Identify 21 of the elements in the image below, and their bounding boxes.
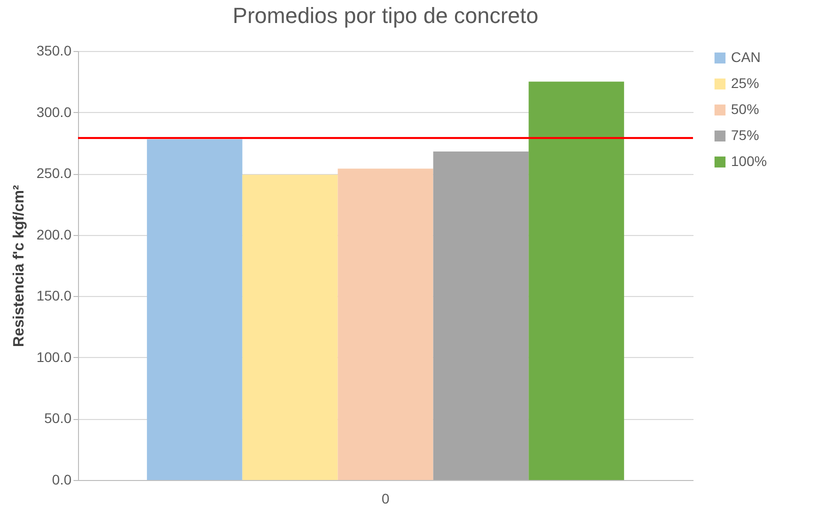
legend-label: 75%	[731, 127, 760, 143]
y-tick-label: 0.0	[52, 472, 72, 488]
legend-label: 25%	[731, 75, 760, 91]
y-tick-label: 100.0	[36, 348, 72, 365]
legend-label: CAN	[731, 49, 761, 65]
x-tick-label: 0	[382, 490, 390, 506]
y-axis-title: Resistencia f'c kgf/cm²	[10, 185, 28, 347]
y-tick-label: 250.0	[36, 165, 72, 182]
chart-title: Promedios por tipo de concreto	[232, 3, 538, 28]
bar	[338, 168, 434, 480]
y-tick-label: 200.0	[36, 226, 72, 242]
legend-label: 50%	[731, 101, 760, 117]
y-tick-label: 300.0	[36, 104, 72, 120]
y-tick-label: 150.0	[36, 288, 72, 304]
bar	[433, 152, 529, 480]
bar	[146, 139, 242, 480]
bar	[528, 82, 624, 480]
bar	[242, 174, 338, 480]
y-tick-label: 50.0	[44, 410, 72, 426]
y-tick-label: 350.0	[36, 42, 72, 58]
legend-label: 100%	[731, 153, 767, 169]
